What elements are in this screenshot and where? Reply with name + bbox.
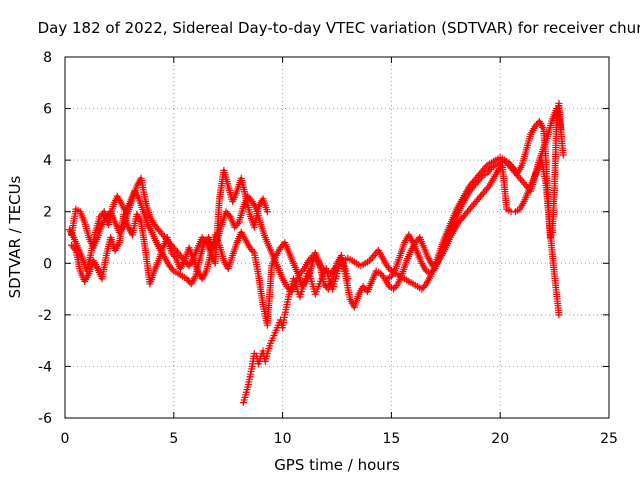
data-points	[65, 99, 567, 407]
data-point-fill	[299, 266, 307, 274]
y-tick-labels: -6 -4 -2 0 2 4 6 8	[38, 50, 52, 427]
data-point-fill	[249, 247, 257, 255]
data-point-fill	[486, 166, 494, 174]
data-point-fill	[421, 282, 429, 290]
plot-frame	[64, 56, 610, 419]
x-axis-label: GPS time / hours	[274, 456, 400, 474]
data-point-fill	[247, 196, 255, 204]
y-tick-label: -4	[38, 359, 52, 375]
series-track-A	[65, 105, 565, 296]
data-point	[555, 311, 563, 319]
data-point	[559, 151, 567, 159]
y-tick-label: -2	[38, 308, 52, 324]
y-tick-label: 2	[43, 205, 52, 221]
y-tick-label: -6	[38, 411, 52, 427]
data-point-fill	[168, 265, 176, 273]
y-tick-label: 4	[43, 153, 52, 169]
data-point-fill	[482, 163, 490, 171]
axis-ticks	[64, 56, 610, 419]
y-tick-label: 6	[43, 102, 52, 118]
x-tick-label: 25	[600, 431, 618, 447]
data-point-fill	[477, 173, 485, 181]
series-track-D	[68, 166, 271, 270]
data-point-fill	[70, 245, 78, 253]
data-point	[263, 208, 271, 216]
data-point-fill	[225, 211, 233, 219]
x-tick-label: 5	[169, 431, 178, 447]
data-point-fill	[171, 252, 179, 260]
data-point-fill	[392, 282, 400, 290]
x-tick-labels: 0 5 10 15 20 25	[61, 431, 618, 447]
y-tick-label: 0	[43, 256, 52, 272]
x-tick-label: 0	[61, 431, 70, 447]
data-point-fill	[429, 266, 437, 274]
data-point-fill	[484, 184, 492, 192]
data-point-fill	[234, 220, 242, 228]
data-point-fill	[386, 265, 394, 273]
y-tick-label: 8	[43, 50, 52, 66]
y-axis-label: SDTVAR / TECUs	[6, 175, 24, 298]
series-track-E	[383, 99, 567, 283]
x-tick-label: 20	[491, 431, 509, 447]
chart-title: Day 182 of 2022, Sidereal Day-to-day VTE…	[38, 19, 640, 37]
data-point	[344, 275, 352, 283]
x-tick-label: 15	[382, 431, 400, 447]
data-point-fill	[201, 237, 209, 245]
x-tick-label: 10	[274, 431, 292, 447]
series-track-C	[239, 254, 352, 407]
